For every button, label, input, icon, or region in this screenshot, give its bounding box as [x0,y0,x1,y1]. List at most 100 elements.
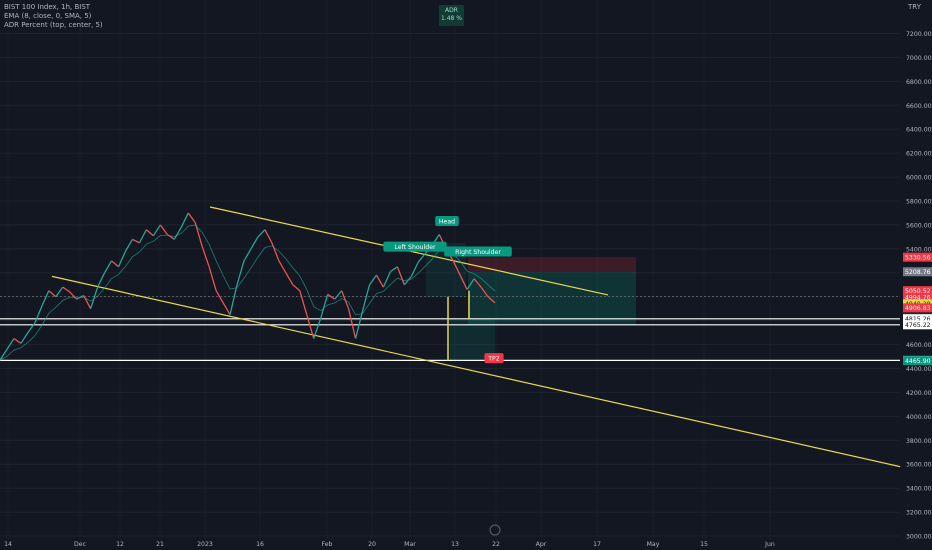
price-segment [187,212,196,223]
symbol-title[interactable]: BIST 100 Index, 1h, BIST [4,3,91,11]
price-tick: 3000.00 [906,534,932,541]
price-tick: 6400.00 [906,127,932,134]
time-tick: 12 [116,541,124,548]
left-shoulder-label[interactable]: Left Shoulder [394,244,436,251]
price-label[interactable]: 5050.52 [905,288,931,295]
price-segment [0,349,8,361]
price-segment [313,318,322,339]
price-tick: 4000.00 [906,414,932,421]
price-label-bg [903,320,932,330]
time-tick: 15 [700,541,708,548]
price-segment [452,260,461,276]
price-segment [55,286,64,298]
lower-trendline[interactable] [51,275,901,468]
right-shoulder-label-bg [444,246,512,257]
price-tick: 4400.00 [906,366,932,373]
price-segment [271,242,280,262]
price-segment [299,290,308,315]
price-segment [264,229,273,244]
price-segment [459,274,468,290]
price-tick: 7200.00 [906,31,932,38]
ema-line [0,224,496,361]
time-tick: Dec [74,541,87,548]
head-label-bg [435,215,459,226]
price-label-bg [903,356,932,366]
price-label[interactable]: 4906.83 [905,305,931,312]
time-tick: 22 [492,541,500,548]
price-tick: 7000.00 [906,55,932,62]
price-segment [152,224,161,237]
price-segment [6,338,15,350]
price-segment [320,294,329,319]
price-tick: 5600.00 [906,222,932,229]
price-label[interactable]: 5208.76 [905,269,931,276]
price-segment [208,266,217,291]
price-segment [480,286,489,298]
time-tick: 21 [156,541,164,548]
price-tick: 6000.00 [906,175,932,182]
price-label-bg [903,252,932,262]
price-label[interactable]: 5330.56 [905,254,931,261]
chart-legend: BIST 100 Index, 1h, BIST EMA (8, close, … [4,3,103,30]
time-tick: Apr [536,541,547,548]
time-tick: May [647,541,660,548]
left-shoulder-label-bg [383,241,447,252]
price-segment [368,274,378,286]
price-label-bg [903,314,932,324]
price-segment [117,250,127,268]
price-segment [62,286,71,293]
price-tick: 4200.00 [906,390,932,397]
price-label[interactable]: 4994.76 [905,295,931,302]
head-label[interactable]: Head [439,218,455,225]
price-segment [124,238,134,252]
time-tick: 20 [368,541,376,548]
price-segment [466,278,475,290]
price-segment [201,246,210,268]
price-label-bg [903,286,932,296]
price-tick: 3600.00 [906,462,932,469]
price-segment [180,212,189,228]
price-segment [215,290,224,304]
price-segment [375,274,385,288]
currency-label: TRY [908,3,921,11]
adr-indicator-label[interactable]: ADR Percent (top, center, 5) [4,21,103,29]
price-segment [138,229,147,244]
price-tick: 3400.00 [906,486,932,493]
price-segment [159,224,168,235]
price-segment [410,261,419,277]
time-tick: 14 [4,541,12,548]
price-segment [354,310,364,339]
price-segment [390,266,398,273]
price-segment [20,332,29,344]
price-tick: 3200.00 [906,510,932,517]
price-segment [132,238,140,244]
adr-box: ADR 1.48 % [439,5,464,26]
price-segment [292,284,301,292]
price-tick: 4600.00 [906,342,932,349]
price-label-bg [903,292,932,302]
price-label-bg [903,267,932,277]
price-segment [382,271,392,288]
price-label[interactable]: 4465.90 [905,358,931,365]
price-tick: 6600.00 [906,103,932,110]
price-segment [34,306,43,324]
price-label-bg [903,303,932,313]
price-label[interactable]: 4815.26 [905,316,931,323]
time-tick: 16 [256,541,264,548]
price-segment [145,229,154,237]
price-label[interactable]: 4765.22 [905,322,931,329]
price-segment [41,290,50,307]
take-profit-zone [468,271,636,325]
price-segment [347,308,357,339]
price-segment [173,226,182,240]
right-shoulder-label[interactable]: Right Shoulder [455,249,501,256]
price-segment [229,284,238,315]
ema-indicator-label[interactable]: EMA (8, close, 0, SMA, 5) [4,12,92,20]
price-tick: 6800.00 [906,79,932,86]
price-segment [257,229,266,238]
time-tick: 2023 [197,541,213,548]
price-segment [396,266,405,285]
tp2-label[interactable]: TP2 [487,356,500,363]
price-segment [97,272,106,288]
